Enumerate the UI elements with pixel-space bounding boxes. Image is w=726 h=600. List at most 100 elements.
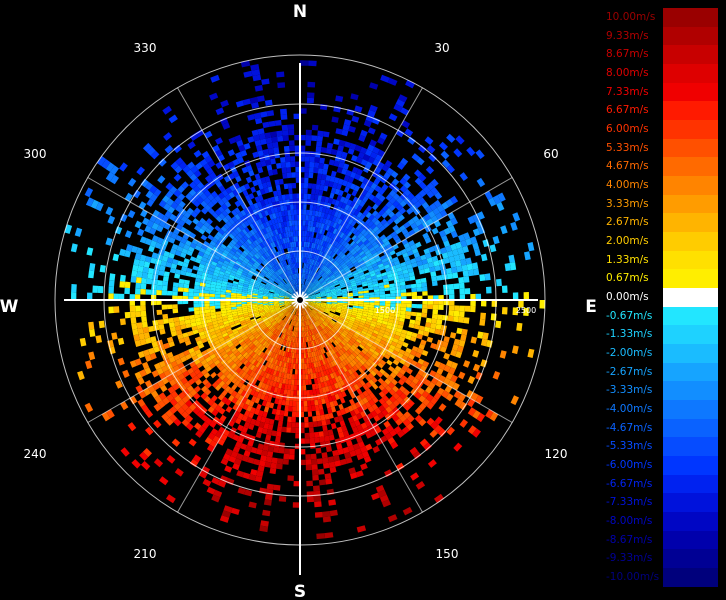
velocity-cell bbox=[353, 261, 359, 267]
velocity-cell bbox=[362, 231, 369, 238]
velocity-cell bbox=[343, 337, 349, 343]
velocity-cell bbox=[220, 294, 226, 298]
velocity-cell bbox=[314, 321, 319, 327]
velocity-cell bbox=[347, 387, 354, 395]
velocity-cell bbox=[325, 325, 331, 331]
velocity-cell bbox=[414, 320, 421, 326]
velocity-cell bbox=[386, 339, 393, 345]
velocity-cell bbox=[301, 284, 303, 290]
velocity-cell bbox=[337, 277, 344, 282]
velocity-cell bbox=[312, 286, 318, 291]
velocity-cell bbox=[311, 362, 315, 369]
velocity-cell bbox=[448, 225, 456, 233]
velocity-cell bbox=[297, 305, 299, 311]
velocity-cell bbox=[354, 419, 361, 427]
velocity-cell bbox=[331, 294, 338, 297]
velocity-cell bbox=[347, 363, 353, 369]
velocity-cell bbox=[314, 404, 320, 411]
velocity-cell bbox=[385, 328, 392, 333]
velocity-cell bbox=[411, 303, 418, 309]
velocity-cell bbox=[386, 359, 393, 366]
velocity-cell bbox=[342, 346, 349, 352]
velocity-cell bbox=[422, 398, 431, 407]
velocity-cell bbox=[295, 326, 298, 332]
velocity-cell bbox=[304, 268, 307, 274]
velocity-cell bbox=[389, 309, 396, 314]
velocity-cell bbox=[463, 232, 471, 240]
velocity-cell bbox=[512, 212, 521, 222]
velocity-cell bbox=[330, 276, 337, 281]
velocity-cell bbox=[325, 248, 330, 254]
velocity-cell bbox=[209, 290, 216, 295]
velocity-cell bbox=[308, 167, 314, 173]
velocity-cell bbox=[347, 416, 355, 424]
velocity-cell bbox=[441, 274, 448, 280]
velocity-cell bbox=[318, 287, 324, 291]
velocity-cell bbox=[305, 209, 310, 216]
velocity-cell bbox=[383, 311, 390, 316]
velocity-cell bbox=[367, 314, 373, 318]
velocity-cell bbox=[347, 381, 354, 388]
velocity-cell bbox=[396, 352, 404, 359]
velocity-cell bbox=[328, 282, 334, 286]
velocity-cell bbox=[323, 213, 328, 219]
velocity-cell bbox=[352, 291, 359, 295]
velocity-cell bbox=[307, 307, 312, 312]
velocity-cell bbox=[304, 303, 309, 307]
velocity-cell bbox=[367, 265, 373, 270]
velocity-cell bbox=[300, 60, 309, 66]
velocity-cell bbox=[363, 257, 370, 263]
velocity-cell bbox=[390, 353, 397, 360]
velocity-cell bbox=[480, 338, 488, 347]
velocity-cell bbox=[314, 291, 320, 294]
velocity-cell bbox=[488, 197, 497, 207]
velocity-cell bbox=[316, 533, 326, 540]
velocity-cell bbox=[308, 282, 313, 288]
velocity-cell bbox=[360, 253, 367, 259]
velocity-cell bbox=[307, 307, 312, 312]
velocity-cell bbox=[303, 304, 307, 309]
velocity-cell bbox=[308, 236, 312, 243]
velocity-cell bbox=[200, 234, 208, 241]
velocity-cell bbox=[417, 264, 424, 271]
velocity-cell bbox=[313, 340, 317, 346]
velocity-cell bbox=[287, 475, 294, 481]
velocity-cell bbox=[318, 256, 323, 263]
velocity-cell bbox=[326, 391, 332, 398]
velocity-cell bbox=[379, 234, 387, 241]
velocity-cell bbox=[307, 92, 315, 99]
velocity-cell bbox=[283, 351, 288, 357]
velocity-cell bbox=[455, 241, 463, 249]
velocity-cell bbox=[372, 252, 379, 258]
velocity-cell bbox=[489, 244, 497, 253]
velocity-cell bbox=[365, 431, 373, 439]
velocity-cell bbox=[383, 240, 391, 247]
velocity-cell bbox=[339, 282, 345, 286]
velocity-cell bbox=[305, 459, 312, 465]
velocity-cell bbox=[510, 221, 518, 231]
velocity-cell bbox=[345, 181, 352, 189]
velocity-cell bbox=[302, 310, 305, 316]
velocity-cell bbox=[308, 264, 312, 270]
velocity-cell bbox=[295, 315, 298, 321]
velocity-cell bbox=[373, 414, 381, 422]
velocity-cell bbox=[322, 259, 327, 265]
velocity-cell bbox=[472, 242, 480, 251]
velocity-cell bbox=[322, 376, 327, 382]
velocity-cell bbox=[307, 289, 313, 294]
velocity-cell bbox=[276, 404, 282, 411]
velocity-cell bbox=[294, 374, 298, 380]
velocity-cell bbox=[408, 240, 415, 247]
velocity-cell bbox=[403, 232, 411, 239]
velocity-cell bbox=[348, 246, 354, 252]
velocity-cell bbox=[338, 189, 344, 197]
velocity-cell bbox=[324, 267, 329, 273]
velocity-cell bbox=[192, 265, 199, 271]
velocity-cell bbox=[309, 242, 313, 248]
velocity-cell bbox=[260, 520, 269, 527]
velocity-cell bbox=[443, 365, 451, 373]
velocity-cell bbox=[112, 253, 120, 262]
velocity-cell bbox=[471, 262, 479, 270]
velocity-cell bbox=[314, 339, 318, 345]
velocity-cell bbox=[344, 267, 350, 272]
